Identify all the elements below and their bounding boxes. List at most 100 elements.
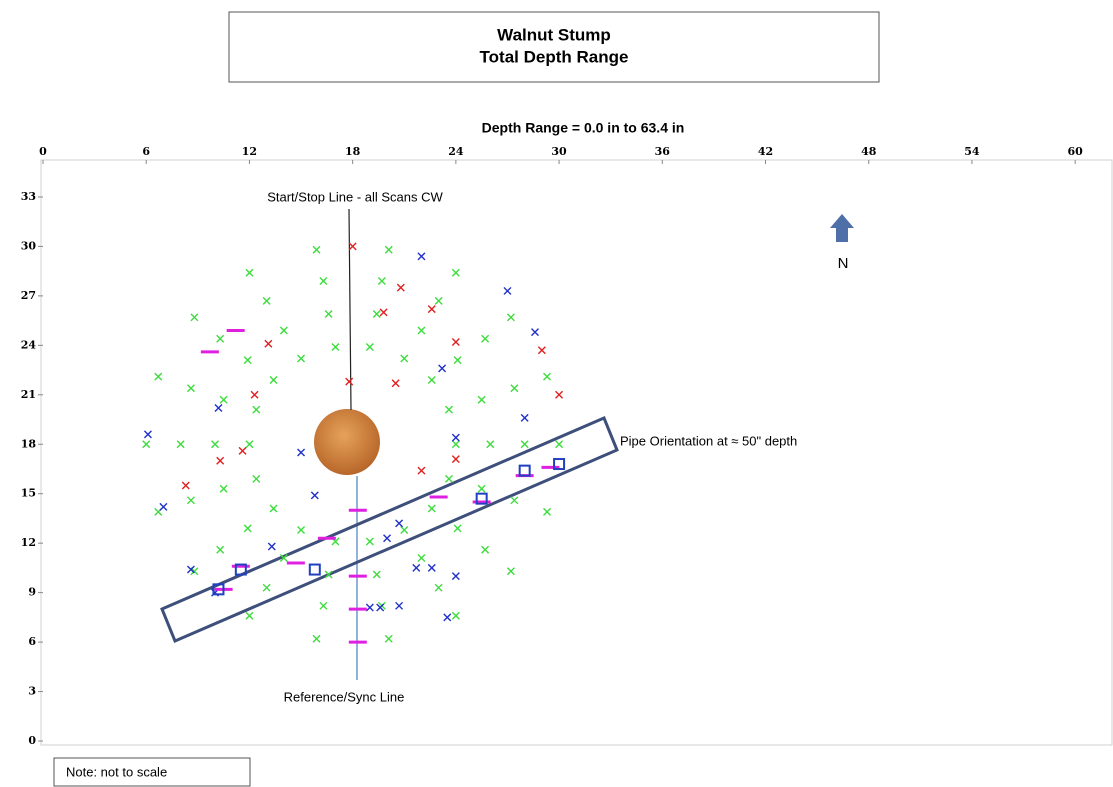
- point: [214, 403, 223, 412]
- point: [269, 504, 278, 513]
- point: [506, 567, 515, 576]
- point: [506, 313, 515, 322]
- point: [537, 346, 546, 355]
- point: [451, 338, 460, 347]
- point: [297, 448, 306, 457]
- point: [477, 484, 486, 493]
- point: [319, 277, 328, 286]
- point: [395, 519, 404, 528]
- y-tick-label: 15: [21, 487, 36, 500]
- point: [216, 456, 225, 465]
- x-tick-label: 18: [345, 145, 361, 158]
- start-stop-line: [348, 208, 352, 411]
- y-tick-label: 3: [28, 685, 36, 698]
- point: [159, 502, 168, 511]
- title-box: [228, 11, 880, 83]
- annotation: Start/Stop Line - all Scans CW: [267, 189, 443, 204]
- point: [269, 375, 278, 384]
- point: [444, 474, 453, 483]
- point: [252, 474, 261, 483]
- point: [417, 326, 426, 335]
- point: [400, 354, 409, 363]
- y-tick-label: 9: [28, 586, 36, 599]
- point: [412, 563, 421, 572]
- x-tick-label: 48: [861, 145, 877, 158]
- point: [252, 405, 261, 414]
- plot: [160, 208, 854, 680]
- point: [427, 563, 436, 572]
- point: [543, 372, 552, 381]
- point: [212, 583, 225, 596]
- x-tick-label: 60: [1067, 145, 1083, 158]
- point: [310, 491, 319, 500]
- point: [297, 354, 306, 363]
- point: [443, 613, 452, 622]
- point: [510, 496, 519, 505]
- point: [238, 446, 247, 455]
- point: [245, 611, 254, 620]
- point: [331, 342, 340, 351]
- y-tick-label: 21: [21, 388, 36, 401]
- point: [417, 554, 426, 563]
- point: [348, 242, 357, 251]
- y-tick-label: 0: [28, 734, 36, 747]
- chart-title: Walnut Stump: [497, 25, 611, 44]
- point: [216, 334, 225, 343]
- y-tick-label: 12: [21, 536, 36, 549]
- y-tick-label: 33: [21, 190, 36, 203]
- point: [279, 554, 288, 563]
- point: [308, 563, 321, 576]
- point: [383, 534, 392, 543]
- point: [510, 384, 519, 393]
- point: [372, 310, 381, 319]
- stump: [314, 409, 380, 475]
- point: [324, 570, 333, 579]
- point: [520, 440, 529, 449]
- x-axis-label: Depth Range = 0.0 in to 63.4 in: [482, 120, 685, 136]
- point: [211, 440, 220, 449]
- point: [451, 433, 460, 442]
- point: [377, 277, 386, 286]
- point: [279, 326, 288, 335]
- x-tick-label: 54: [964, 145, 980, 158]
- point: [555, 440, 564, 449]
- annotation: Pipe Orientation at ≈ 50" depth: [620, 433, 797, 448]
- point: [453, 524, 462, 533]
- point: [451, 572, 460, 581]
- pipe: [160, 416, 619, 643]
- point: [345, 377, 354, 386]
- point: [427, 375, 436, 384]
- point: [555, 390, 564, 399]
- point: [376, 603, 385, 612]
- point: [216, 545, 225, 554]
- point: [451, 440, 460, 449]
- point: [154, 372, 163, 381]
- y-tick-label: 18: [21, 437, 37, 450]
- point: [395, 601, 404, 610]
- point: [312, 634, 321, 643]
- x-tick-label: 42: [758, 145, 773, 158]
- point: [319, 601, 328, 610]
- x-tick-label: 0: [39, 145, 47, 158]
- point: [243, 524, 252, 533]
- point: [451, 611, 460, 620]
- point: [372, 570, 381, 579]
- x-tick-label: 36: [655, 145, 671, 158]
- point: [176, 440, 185, 449]
- x-tick-label: 24: [448, 145, 464, 158]
- point: [451, 268, 460, 277]
- point: [400, 525, 409, 534]
- annotation: N: [838, 255, 849, 272]
- point: [530, 328, 539, 337]
- y-tick-label: 27: [21, 289, 36, 302]
- point: [262, 296, 271, 305]
- point: [365, 603, 374, 612]
- point: [245, 268, 254, 277]
- point: [503, 286, 512, 295]
- point: [262, 583, 271, 592]
- point: [142, 440, 151, 449]
- y-tick-label: 30: [21, 239, 37, 252]
- point: [384, 634, 393, 643]
- point: [438, 364, 447, 373]
- point: [434, 583, 443, 592]
